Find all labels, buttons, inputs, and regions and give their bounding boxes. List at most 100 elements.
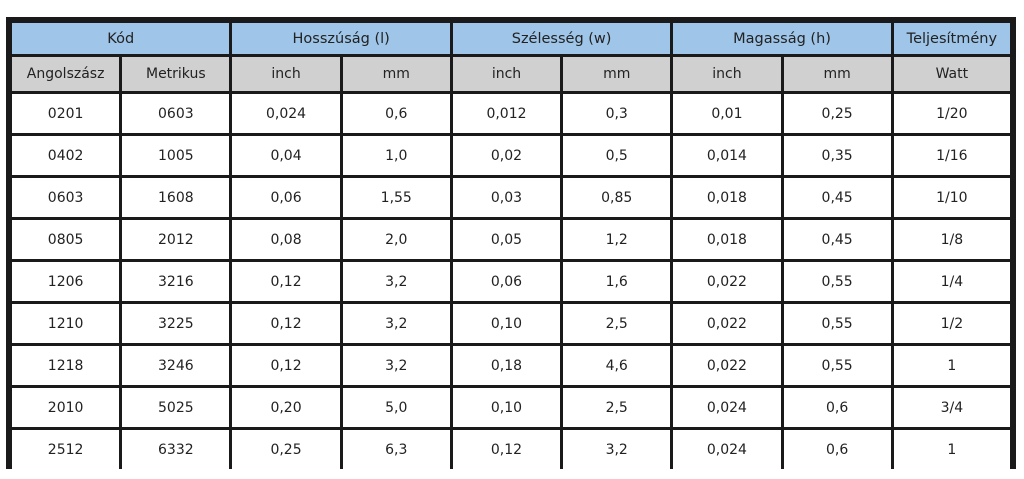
table-cell: 0,06	[232, 178, 340, 217]
table-cell: 6332	[122, 430, 230, 469]
table-cell: 2,5	[563, 304, 671, 343]
table-cell: 0,35	[783, 136, 891, 175]
table-cell: 0,85	[563, 178, 671, 217]
resistor-size-table: Kód Hosszúság (l) Szélesség (w) Magasság…	[9, 20, 1013, 472]
table-cell: 0,022	[673, 262, 781, 301]
subheader-width-mm: mm	[563, 57, 671, 91]
table-cell: 1,55	[342, 178, 450, 217]
table-cell: 2,5	[563, 388, 671, 427]
header-magassag: Magasság (h)	[673, 23, 891, 54]
table-cell: 3216	[122, 262, 230, 301]
table-cell: 0603	[122, 94, 230, 133]
header-teljesitmeny: Teljesítmény	[893, 23, 1010, 54]
table-cell: 3,2	[342, 346, 450, 385]
table-cell: 6,3	[342, 430, 450, 469]
sub-header-row: Angolszász Metrikus inch mm inch mm inch…	[12, 57, 1010, 91]
table-cell: 0,018	[673, 178, 781, 217]
table-cell: 0,10	[452, 388, 561, 427]
table-cell: 1/10	[893, 178, 1010, 217]
table-cell: 0,3	[563, 94, 671, 133]
table-cell: 0,6	[342, 94, 450, 133]
table-cell: 2512	[12, 430, 120, 469]
table-row: 0603 1608 0,06 1,55 0,03 0,85 0,018 0,45…	[12, 178, 1010, 217]
table-cell: 0,18	[452, 346, 561, 385]
subheader-width-inch: inch	[452, 57, 561, 91]
table-cell: 0,55	[783, 346, 891, 385]
table-cell: 1/2	[893, 304, 1010, 343]
subheader-height-inch: inch	[673, 57, 781, 91]
table-row: 2010 5025 0,20 5,0 0,10 2,5 0,024 0,6 3/…	[12, 388, 1010, 427]
table-cell: 0,03	[452, 178, 561, 217]
table-cell: 0,02	[452, 136, 561, 175]
header-hosszusag: Hosszúság (l)	[232, 23, 450, 54]
table-cell: 0,014	[673, 136, 781, 175]
header-szelesseg: Szélesség (w)	[452, 23, 671, 54]
group-header-row: Kód Hosszúság (l) Szélesség (w) Magasság…	[12, 23, 1010, 54]
table-cell: 3,2	[342, 304, 450, 343]
table-cell: 0,05	[452, 220, 561, 259]
table-cell: 0,024	[673, 388, 781, 427]
table-cell: 5025	[122, 388, 230, 427]
table-cell: 0603	[12, 178, 120, 217]
subheader-watt: Watt	[893, 57, 1010, 91]
table-cell: 1/8	[893, 220, 1010, 259]
table-cell: 0,12	[232, 304, 340, 343]
table-row: 0201 0603 0,024 0,6 0,012 0,3 0,01 0,25 …	[12, 94, 1010, 133]
table-cell: 0402	[12, 136, 120, 175]
table-cell: 0,20	[232, 388, 340, 427]
table-cell: 0,12	[232, 262, 340, 301]
table-cell: 2010	[12, 388, 120, 427]
table-cell: 1210	[12, 304, 120, 343]
subheader-length-mm: mm	[342, 57, 450, 91]
table-cell: 0805	[12, 220, 120, 259]
table-cell: 1/16	[893, 136, 1010, 175]
table-cell: 1	[893, 430, 1010, 469]
subheader-angolszasz: Angolszász	[12, 57, 120, 91]
table-cell: 0,55	[783, 262, 891, 301]
table-cell: 0,45	[783, 178, 891, 217]
table-cell: 0,022	[673, 304, 781, 343]
table-cell: 3/4	[893, 388, 1010, 427]
table-cell: 0,25	[783, 94, 891, 133]
table-cell: 0,04	[232, 136, 340, 175]
table-cell: 0,06	[452, 262, 561, 301]
table-cell: 1	[893, 346, 1010, 385]
subheader-length-inch: inch	[232, 57, 340, 91]
table-cell: 3225	[122, 304, 230, 343]
table-cell: 0,01	[673, 94, 781, 133]
table-cell: 1218	[12, 346, 120, 385]
subheader-metrikus: Metrikus	[122, 57, 230, 91]
header-kod: Kód	[12, 23, 230, 54]
table-cell: 0,022	[673, 346, 781, 385]
table-cell: 1/4	[893, 262, 1010, 301]
table-cell: 1,2	[563, 220, 671, 259]
table-cell: 1/20	[893, 94, 1010, 133]
table-cell: 0,024	[232, 94, 340, 133]
table-cell: 5,0	[342, 388, 450, 427]
table-row: 1206 3216 0,12 3,2 0,06 1,6 0,022 0,55 1…	[12, 262, 1010, 301]
table-cell: 3,2	[342, 262, 450, 301]
table-cell: 3246	[122, 346, 230, 385]
table-cell: 0,25	[232, 430, 340, 469]
table-cell: 0,08	[232, 220, 340, 259]
table-row: 1218 3246 0,12 3,2 0,18 4,6 0,022 0,55 1	[12, 346, 1010, 385]
table-row: 2512 6332 0,25 6,3 0,12 3,2 0,024 0,6 1	[12, 430, 1010, 469]
table-cell: 0,024	[673, 430, 781, 469]
resistor-size-table-frame: Kód Hosszúság (l) Szélesség (w) Magasság…	[6, 17, 1016, 469]
table-cell: 1,0	[342, 136, 450, 175]
table-cell: 0,12	[452, 430, 561, 469]
table-cell: 4,6	[563, 346, 671, 385]
table-cell: 2012	[122, 220, 230, 259]
table-cell: 0,55	[783, 304, 891, 343]
table-cell: 0,5	[563, 136, 671, 175]
table-cell: 0,45	[783, 220, 891, 259]
table-cell: 0,018	[673, 220, 781, 259]
table-cell: 0,10	[452, 304, 561, 343]
table-cell: 2,0	[342, 220, 450, 259]
table-cell: 0,6	[783, 430, 891, 469]
table-cell: 0201	[12, 94, 120, 133]
table-cell: 1206	[12, 262, 120, 301]
table-cell: 1608	[122, 178, 230, 217]
table-cell: 0,012	[452, 94, 561, 133]
table-cell: 3,2	[563, 430, 671, 469]
